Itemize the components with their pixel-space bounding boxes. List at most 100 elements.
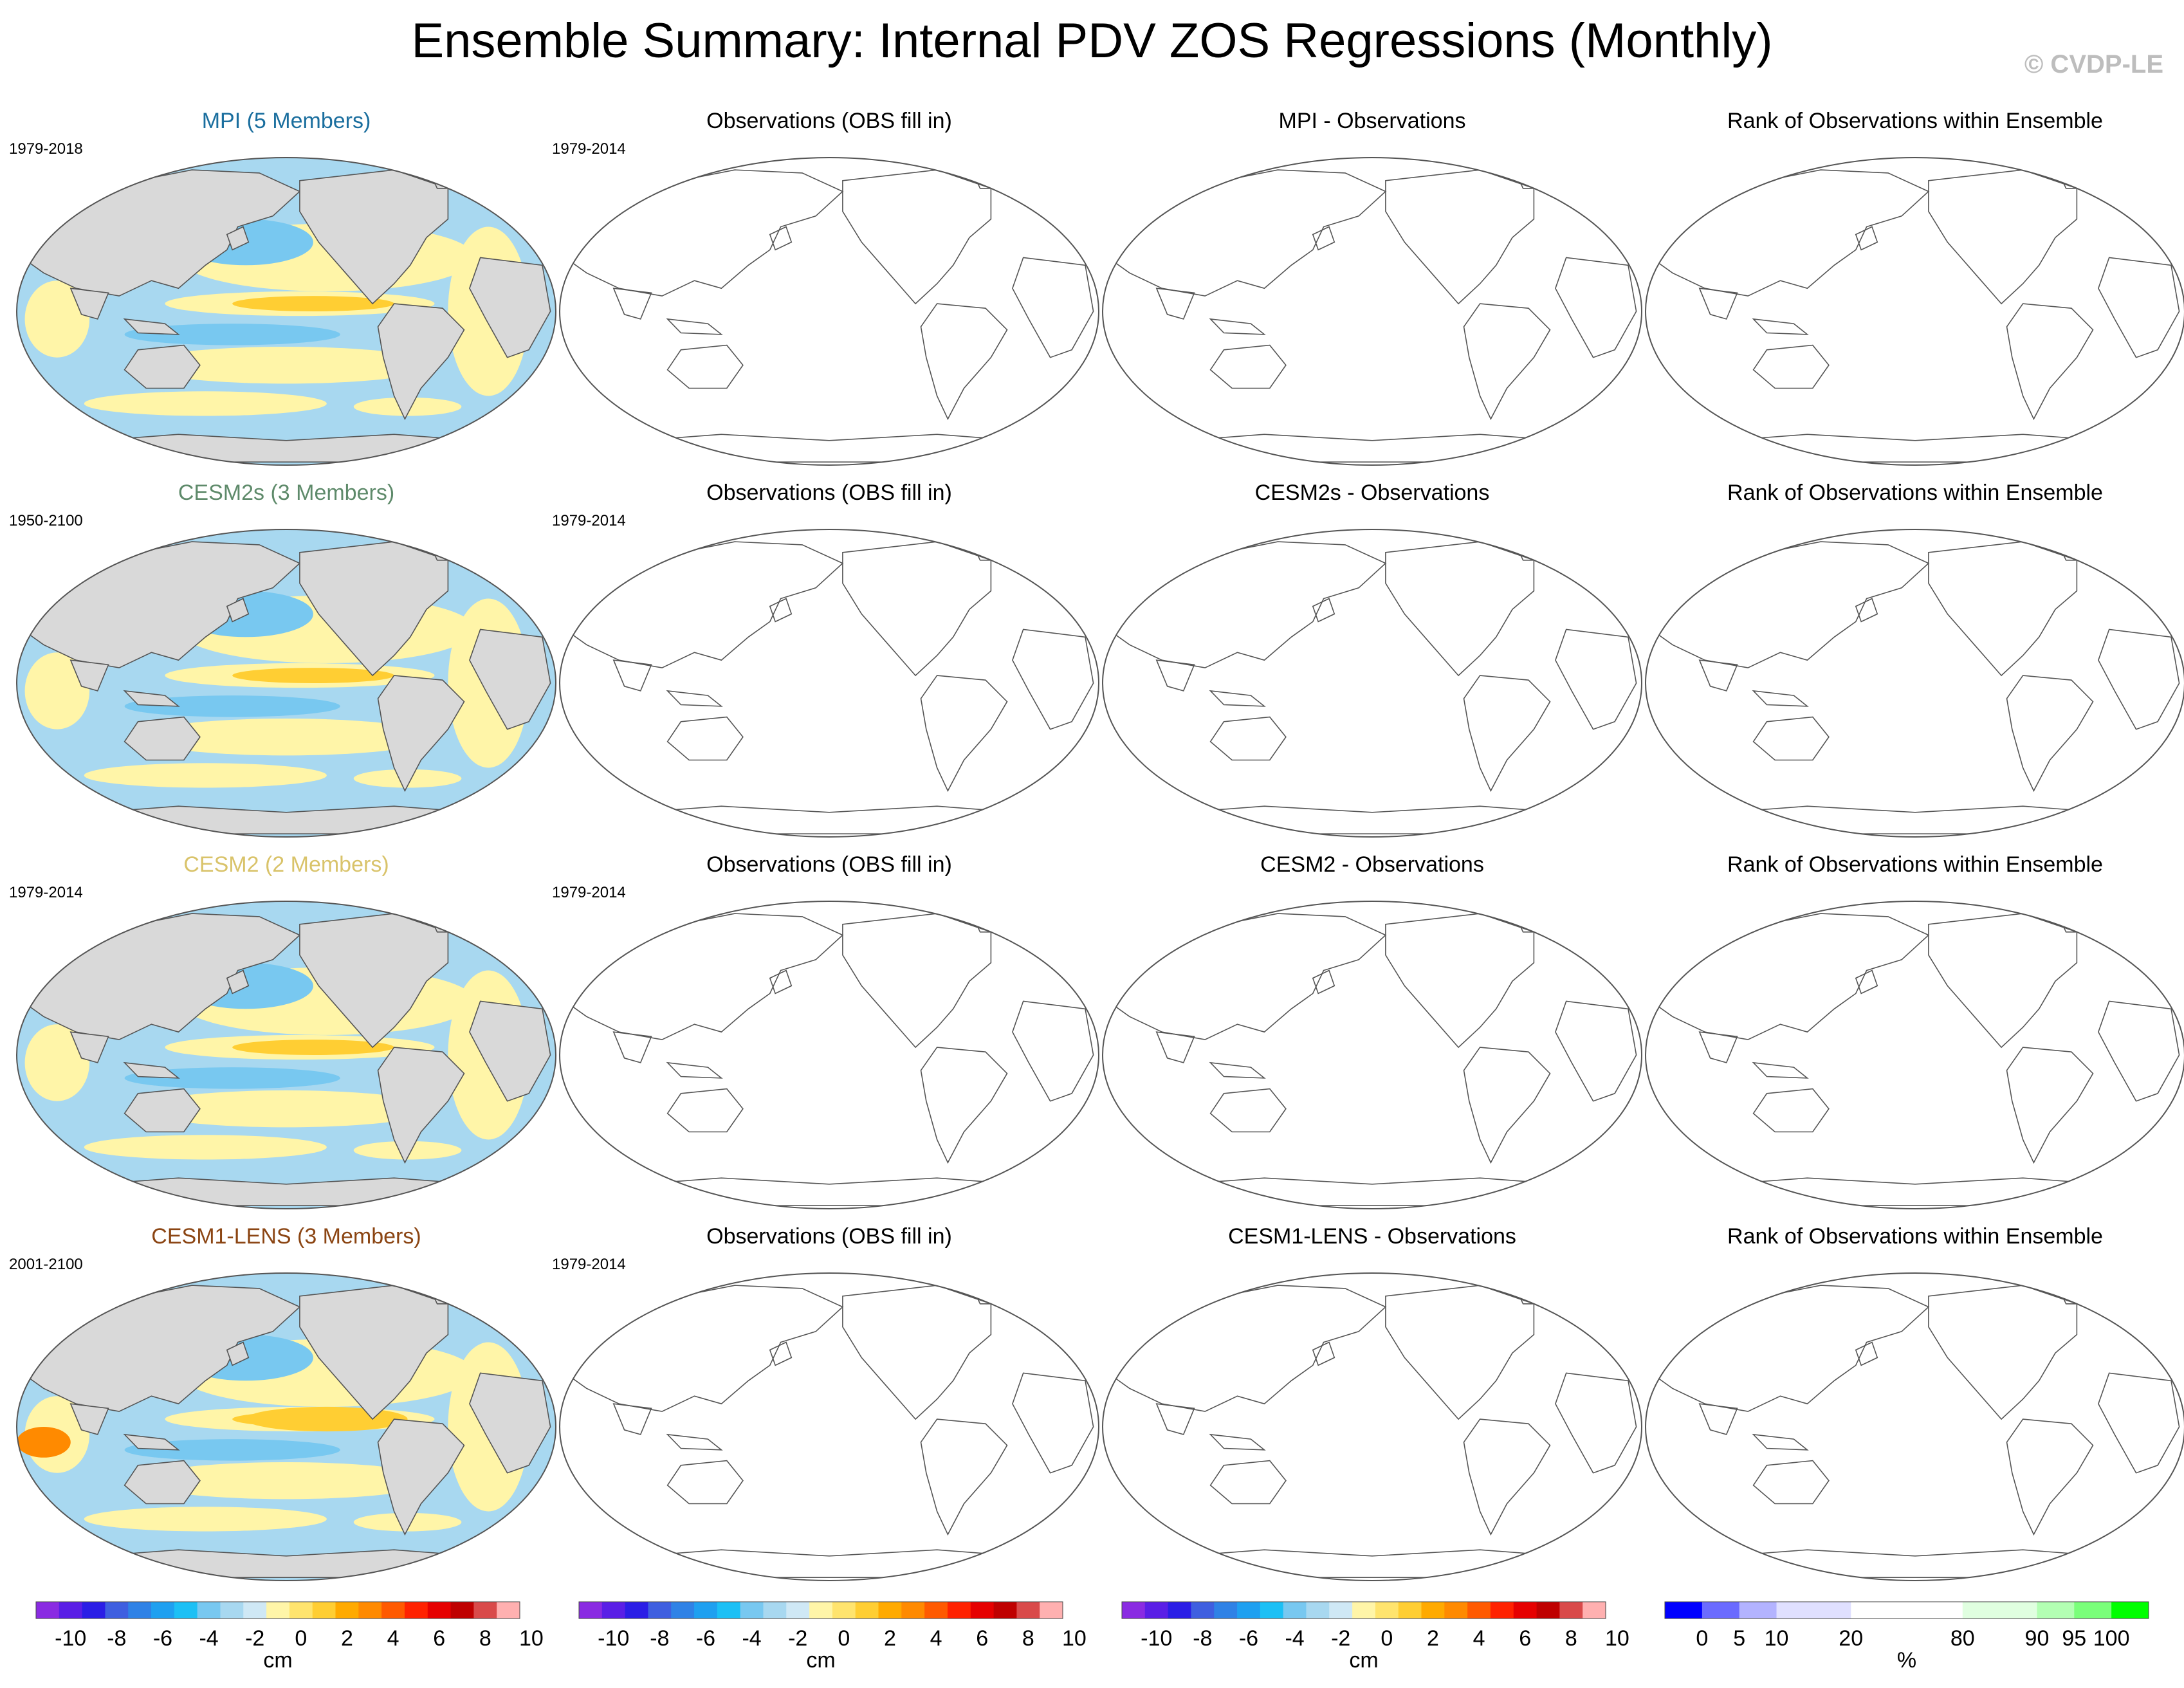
continent-japan xyxy=(1312,598,1335,623)
continent-antarctica xyxy=(600,1177,1059,1206)
obs-panel-row-1: Observations (OBS fill in) 1979-2014 xyxy=(552,109,1101,470)
continent-antarctica xyxy=(1142,1549,1602,1578)
rank-panel-map-2 xyxy=(1645,529,2184,838)
colorbar-tick-label: 100 xyxy=(2093,1626,2130,1651)
continent-greenland xyxy=(1511,1280,1556,1305)
colorbar-1: -10 -8 -6 -4 -2 0 2 4 6 8 10 cm xyxy=(35,1601,544,1673)
continent-india xyxy=(1698,288,1738,320)
continent-indonesia xyxy=(1752,1061,1809,1079)
period-label: 1979-2014 xyxy=(552,884,626,901)
continent-japan xyxy=(1855,226,1878,251)
colorbar-swatch xyxy=(1260,1602,1284,1619)
continent-indonesia xyxy=(1752,1433,1809,1451)
continent-antarctica xyxy=(1685,1549,2145,1578)
continent-greenland xyxy=(968,537,1013,561)
colorbar-unit-label: cm xyxy=(1349,1648,1379,1673)
panel-title: Observations (OBS fill in) xyxy=(706,852,952,877)
colorbar-swatch xyxy=(1375,1602,1399,1619)
colorbar-swatch xyxy=(1851,1602,1889,1619)
diff-panel-row-4: CESM1-LENS - Observations xyxy=(1100,1224,1644,1585)
model-panel-row-1: MPI (5 Members) 1979-2018 xyxy=(9,109,558,470)
colorbar-tick-label: 4 xyxy=(1473,1626,1485,1651)
continent-namerica xyxy=(842,913,992,1049)
panel-title: Rank of Observations within Ensemble xyxy=(1727,109,2103,133)
continent-india xyxy=(69,288,109,320)
continent-namerica xyxy=(1385,1285,1535,1420)
continent-asia xyxy=(1650,1285,1930,1412)
continent-samerica xyxy=(2006,675,2094,793)
continent-greenland xyxy=(2054,165,2099,189)
obs-panel-map-2 xyxy=(559,529,1099,838)
continent-asia xyxy=(564,1285,844,1412)
period-label: 2001-2100 xyxy=(9,1256,83,1273)
model-panel-row-3: CESM2 (2 Members) 1979-2014 xyxy=(9,852,558,1213)
diff-panel-row-2: CESM2s - Observations xyxy=(1100,481,1644,841)
continent-australia xyxy=(1752,1460,1830,1505)
page-title: Ensemble Summary: Internal PDV ZOS Regre… xyxy=(411,14,1773,68)
continent-samerica xyxy=(1463,675,1551,793)
colorbar-4: 0 5 10 20 80 90 95 100% xyxy=(1664,1601,2149,1673)
continent-africa xyxy=(1555,628,1637,730)
continent-antarctica xyxy=(600,805,1059,834)
continent-samerica xyxy=(920,1418,1008,1536)
colorbar-swatch xyxy=(786,1602,810,1619)
colorbar-unit-label: % xyxy=(1896,1648,1917,1673)
colorbar-swatch xyxy=(473,1602,497,1619)
continent-samerica xyxy=(1463,1418,1551,1536)
continent-antarctica xyxy=(1142,434,1602,463)
colorbar-swatch xyxy=(82,1602,106,1619)
continent-indonesia xyxy=(1209,690,1266,707)
colorbar-tick-label: 95 xyxy=(2062,1626,2087,1651)
colorbar-tick-label: -8 xyxy=(107,1626,127,1651)
colorbar-tick-label: 2 xyxy=(340,1626,353,1651)
continent-asia xyxy=(1650,541,1930,668)
colorbar-swatch xyxy=(151,1602,175,1619)
colorbar-swatch xyxy=(1040,1602,1063,1619)
colorbar-swatch xyxy=(1583,1602,1606,1619)
continent-africa xyxy=(2098,628,2180,730)
continent-antarctica xyxy=(1142,805,1602,834)
colorbar-swatch xyxy=(404,1602,428,1619)
continent-japan xyxy=(1855,969,1878,995)
panel-title: MPI - Observations xyxy=(1278,109,1466,133)
colorbar-swatch xyxy=(625,1602,648,1619)
continent-greenland xyxy=(968,908,1013,933)
obs-panel-row-4: Observations (OBS fill in) 1979-2014 xyxy=(552,1224,1101,1585)
continent-greenland xyxy=(1511,908,1556,933)
colorbar-swatch xyxy=(947,1602,971,1619)
colorbar-swatch xyxy=(358,1602,382,1619)
colorbar-swatches xyxy=(1121,1601,1606,1619)
continent-india xyxy=(1698,1031,1738,1063)
colorbar-swatch xyxy=(1999,1602,2037,1619)
rank-panel-map-1 xyxy=(1645,157,2184,466)
continent-japan xyxy=(226,1341,250,1366)
continent-japan xyxy=(226,969,250,995)
colorbar-swatch xyxy=(1490,1602,1514,1619)
model-panel-map-1 xyxy=(16,157,556,466)
continent-australia xyxy=(124,1088,201,1133)
continent-asia xyxy=(1107,541,1387,668)
continent-namerica xyxy=(1385,541,1535,677)
model-panel-row-2: CESM2s (3 Members) 1950-2100 xyxy=(9,481,558,841)
colorbar-tick-label: -2 xyxy=(245,1626,265,1651)
colorbar-swatch xyxy=(1513,1602,1537,1619)
colorbar-tick-label: -6 xyxy=(152,1626,173,1651)
colorbar-tick-label: -2 xyxy=(788,1626,808,1651)
colorbar-swatch xyxy=(1352,1602,1376,1619)
continent-japan xyxy=(1312,1341,1335,1366)
continent-asia xyxy=(564,169,844,297)
obs-panel-map-3 xyxy=(559,901,1099,1209)
continent-indonesia xyxy=(1209,318,1266,335)
panel-title: CESM2s (3 Members) xyxy=(178,481,395,505)
continent-antarctica xyxy=(1685,805,2145,834)
colorbar-swatch xyxy=(809,1602,833,1619)
continent-africa xyxy=(1012,1000,1094,1102)
continent-greenland xyxy=(1511,537,1556,561)
colorbar-swatch xyxy=(855,1602,879,1619)
continent-asia xyxy=(1107,1285,1387,1412)
colorbar-tick-label: -8 xyxy=(1193,1626,1213,1651)
diff-panel-map-1 xyxy=(1102,157,1642,466)
colorbar-swatch xyxy=(832,1602,856,1619)
continent-samerica xyxy=(2006,1047,2094,1164)
colorbar-tick-label: 10 xyxy=(1764,1626,1789,1651)
